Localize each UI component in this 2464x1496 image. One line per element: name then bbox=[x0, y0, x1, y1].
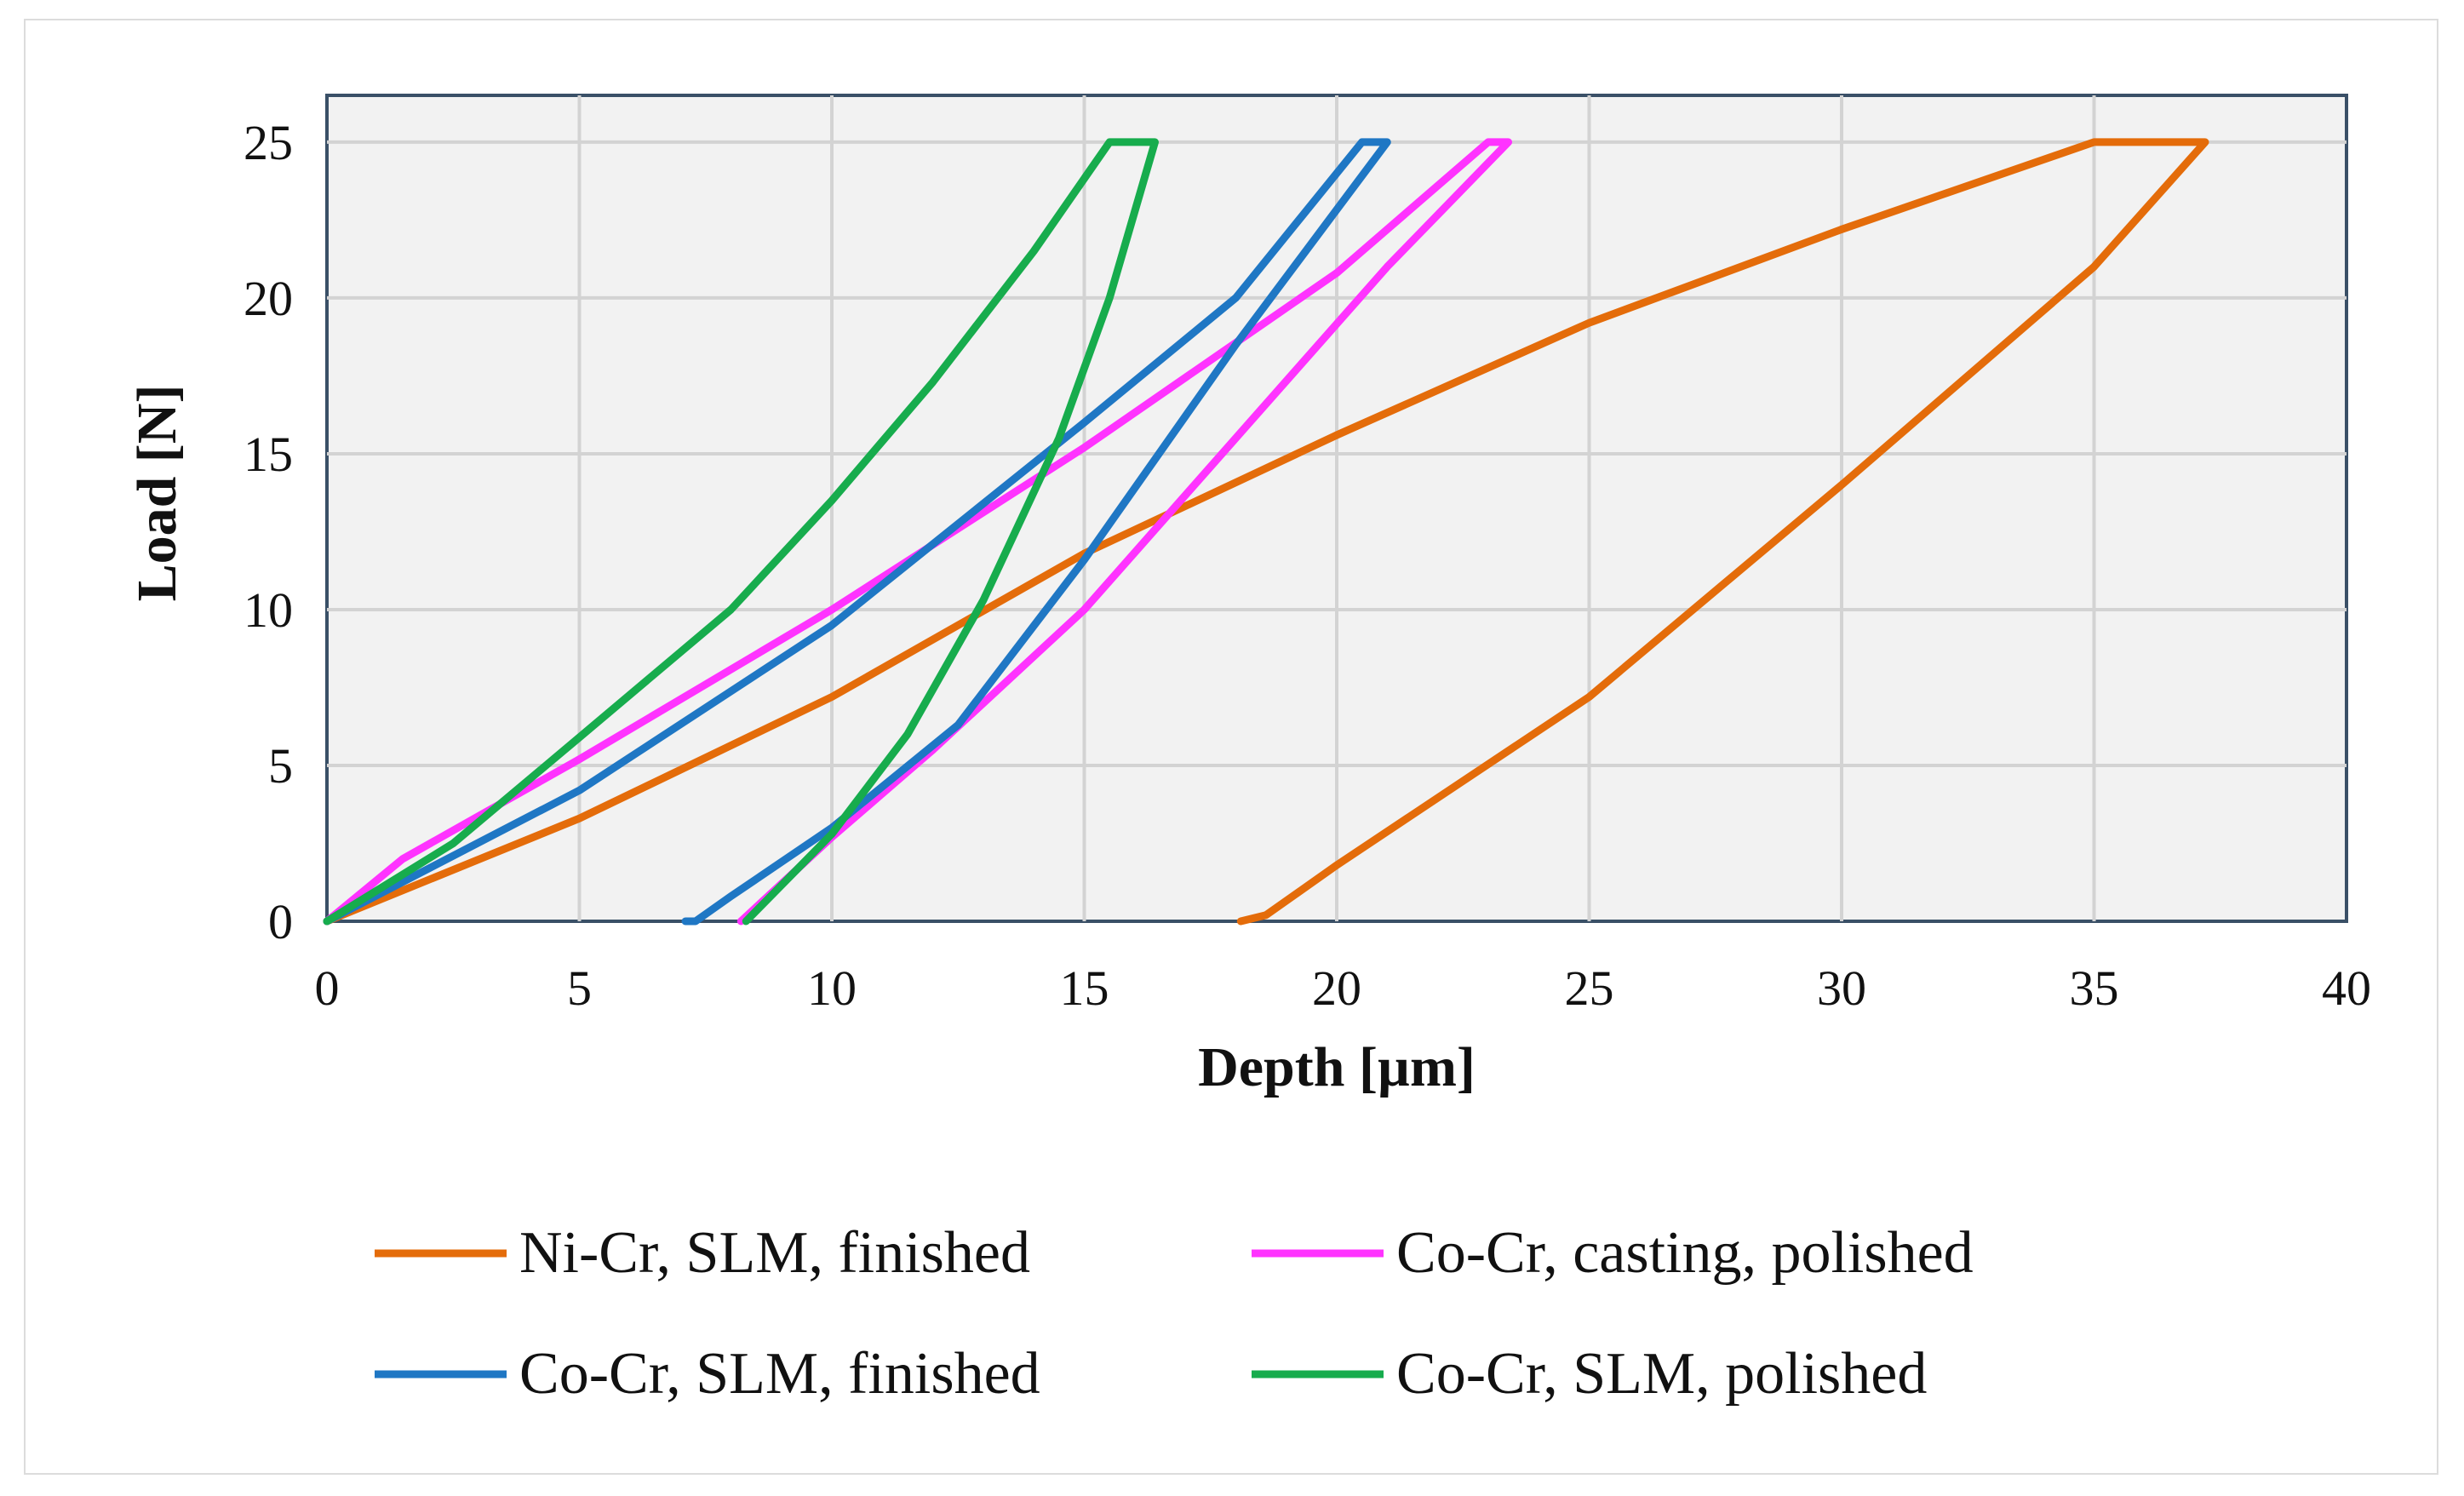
x-tick-label: 15 bbox=[1060, 960, 1109, 1016]
x-axis-ticks: 0 5 10 15 20 25 30 35 40 bbox=[315, 960, 2372, 1016]
legend: Ni-Cr, SLM, finished Co-Cr, casting, poli… bbox=[375, 1220, 1974, 1407]
grid bbox=[327, 95, 2347, 921]
y-tick-label: 20 bbox=[244, 271, 293, 326]
x-tick-label: 5 bbox=[567, 960, 592, 1016]
series-line-4 bbox=[323, 138, 1159, 926]
x-tick-label: 35 bbox=[2070, 960, 2119, 1016]
legend-item-3: Co-Cr, SLM, finished bbox=[375, 1341, 1040, 1407]
series-line-3 bbox=[323, 138, 1391, 926]
x-tick-label: 30 bbox=[1817, 960, 1866, 1016]
y-tick-label: 25 bbox=[244, 115, 293, 170]
indentation-load-depth-chart: 0 5 10 15 20 25 30 35 40 0 5 10 15 20 25 Depth [µm] L… bbox=[126, 94, 2372, 1407]
y-tick-label: 5 bbox=[268, 738, 293, 794]
legend-label: Ni-Cr, SLM, finished bbox=[519, 1220, 1030, 1286]
legend-item-4: Co-Cr, SLM, polished bbox=[1252, 1341, 1927, 1407]
y-tick-label: 0 bbox=[268, 894, 293, 949]
x-axis-title: Depth [µm] bbox=[1198, 1036, 1476, 1098]
x-tick-label: 25 bbox=[1565, 960, 1614, 1016]
series-lines bbox=[323, 138, 2209, 926]
series-line-1 bbox=[323, 138, 2209, 926]
y-tick-label: 10 bbox=[244, 582, 293, 638]
y-axis-title: Load [N] bbox=[126, 385, 188, 602]
y-tick-label: 15 bbox=[244, 427, 293, 482]
x-tick-label: 40 bbox=[2322, 960, 2371, 1016]
legend-label: Co-Cr, SLM, finished bbox=[519, 1341, 1040, 1407]
x-tick-label: 10 bbox=[807, 960, 857, 1016]
legend-label: Co-Cr, SLM, polished bbox=[1396, 1341, 1927, 1407]
y-axis-ticks: 0 5 10 15 20 25 bbox=[244, 115, 293, 949]
legend-label: Co-Cr, casting, polished bbox=[1396, 1220, 1974, 1286]
x-tick-label: 20 bbox=[1312, 960, 1361, 1016]
legend-item-1: Ni-Cr, SLM, finished bbox=[375, 1220, 1030, 1286]
chart-frame: 0 5 10 15 20 25 30 35 40 0 5 10 15 20 25 Depth [µm] L… bbox=[24, 19, 2438, 1475]
x-tick-label: 0 bbox=[315, 960, 340, 1016]
legend-item-2: Co-Cr, casting, polished bbox=[1252, 1220, 1974, 1286]
